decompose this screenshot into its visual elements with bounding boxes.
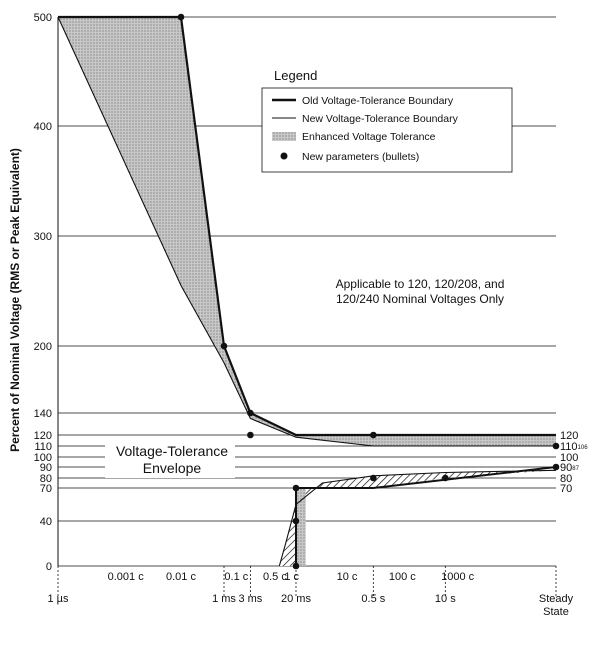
x-tick-0: 1 µs	[47, 593, 69, 605]
bullet-3	[247, 431, 254, 439]
legend-title: Legend	[274, 68, 317, 83]
cycle-tick-1: 0.01 c	[166, 571, 196, 583]
y-tick-400: 400	[34, 121, 52, 133]
x-tick-2: 3 ms	[238, 593, 262, 605]
bullet-9	[442, 474, 449, 482]
new-lower-boundary-line	[278, 469, 557, 567]
parameter-bullets	[177, 13, 560, 570]
right-tick-120: 120	[560, 430, 578, 442]
shaded-areas	[58, 17, 556, 566]
bullet-8	[370, 474, 377, 482]
bullet-4	[292, 484, 300, 492]
old-lower-boundary-line	[294, 466, 557, 566]
bullet-0	[177, 13, 185, 21]
cycle-tick-0: 0.001 c	[108, 571, 145, 583]
legend-swatch-area	[272, 132, 296, 141]
enhanced-area-lower-block	[295, 488, 306, 566]
x-tick-6: Steady	[539, 593, 574, 605]
y-axis-label: Percent of Nominal Voltage (RMS or Peak …	[8, 148, 22, 452]
right-tick-70: 70	[560, 483, 572, 495]
legend-swatch-bullet	[280, 152, 288, 160]
y-tick-140: 140	[34, 408, 52, 420]
cycle-tick-5: 10 c	[337, 571, 358, 583]
y-tick-200: 200	[34, 341, 52, 353]
y-tick-90: 90	[40, 462, 52, 474]
bullet-5	[292, 517, 300, 525]
bullet-6	[292, 562, 300, 570]
legend-label-old: Old Voltage-Tolerance Boundary	[302, 95, 454, 107]
bullet-1	[220, 342, 228, 350]
applicable-note-line1: Applicable to 120, 120/208, and	[336, 277, 505, 291]
legend-label-area: Enhanced Voltage Tolerance	[302, 131, 436, 143]
bullet-7	[370, 431, 377, 439]
right-tick-100: 100	[560, 452, 578, 464]
cycle-tick-2: 0.1 c	[224, 571, 248, 583]
cycle-tick-4: 1 c	[284, 571, 299, 583]
x-tick-3: 20 ms	[281, 593, 311, 605]
right-tick-80: 80	[560, 473, 572, 485]
y-tick-0: 0	[46, 561, 52, 573]
envelope-label-bg	[105, 440, 235, 478]
legend-box	[261, 87, 513, 173]
bullet-2	[247, 409, 254, 417]
envelope-label-line2: Envelope	[143, 460, 202, 476]
y-tick-40: 40	[40, 516, 52, 528]
cycle-tick-3: 0.5 c	[263, 571, 287, 583]
y-tick-80: 80	[40, 473, 52, 485]
x-tick-4: 0.5 s	[361, 593, 385, 605]
tick-labels: 5004003002001401201101009080704001201101…	[34, 12, 589, 618]
legend: Legend Old Voltage-Tolerance Boundary Ne…	[261, 68, 513, 173]
y-tick-120: 120	[34, 430, 52, 442]
legend-label-new: New Voltage-Tolerance Boundary	[302, 113, 459, 125]
x-tick-1: 1 ms	[212, 593, 236, 605]
bullet-11	[552, 463, 560, 471]
envelope-label-line1: Voltage-Tolerance	[116, 443, 228, 459]
new-boundary-line	[57, 16, 556, 447]
x-tick-7: State	[543, 606, 569, 618]
x-tick-5: 10 s	[435, 593, 456, 605]
enhanced-area-upper	[58, 17, 556, 446]
y-tick-70: 70	[40, 483, 52, 495]
legend-label-bullet: New parameters (bullets)	[302, 151, 419, 163]
y-tick-300: 300	[34, 231, 52, 243]
applicable-note-line2: 120/240 Nominal Voltages Only	[336, 292, 504, 306]
cycle-tick-7: 1000 c	[441, 571, 475, 583]
y-tick-100: 100	[34, 452, 52, 464]
cycle-tick-6: 100 c	[389, 571, 416, 583]
y-tick-110: 110	[34, 441, 52, 453]
bullet-10	[552, 442, 560, 450]
y-tick-500: 500	[34, 12, 52, 24]
